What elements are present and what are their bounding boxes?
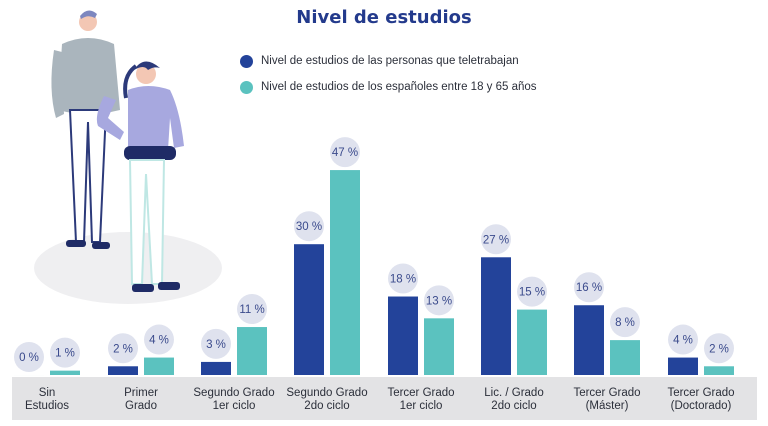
x-tick-label: (Máster) <box>586 400 629 412</box>
data-label: 16 % <box>576 282 602 294</box>
bar-teleworkers <box>481 257 511 375</box>
x-tick-label: Tercer Grado <box>573 387 640 399</box>
data-label: 8 % <box>615 317 635 329</box>
x-tick-label: Segundo Grado <box>286 387 367 399</box>
x-tick-label: Lic. / Grado <box>484 387 543 399</box>
x-tick-label: Segundo Grado <box>193 387 274 399</box>
x-tick-label: Grado <box>125 400 157 412</box>
data-label: 1 % <box>55 348 75 360</box>
bar-spaniards <box>50 370 80 375</box>
x-tick-label: Tercer Grado <box>387 387 454 399</box>
bar-teleworkers <box>294 244 324 375</box>
bar-teleworkers <box>574 305 604 375</box>
data-label-bubble <box>108 333 138 364</box>
data-label: 15 % <box>519 287 545 299</box>
data-label-bubble <box>330 137 360 168</box>
x-axis-band <box>12 377 757 420</box>
bar-spaniards <box>237 327 267 375</box>
man-figure <box>51 10 120 249</box>
legend-dot-icon <box>240 54 253 68</box>
data-label-bubble <box>574 272 604 303</box>
data-label: 11 % <box>239 304 264 316</box>
data-label: 4 % <box>673 335 693 347</box>
data-label-bubble <box>704 333 734 364</box>
bar-spaniards <box>517 309 547 375</box>
data-label: 3 % <box>206 339 226 351</box>
data-label-bubble <box>14 342 44 372</box>
legend-item-spaniards: Nivel de estudios de los españoles entre… <box>240 78 537 96</box>
woman-figure <box>96 61 184 292</box>
x-tick-label: 1er ciclo <box>213 400 256 412</box>
bar-teleworkers <box>201 361 231 375</box>
data-label-bubble <box>424 285 454 316</box>
x-tick-label: (Doctorado) <box>671 400 732 412</box>
x-tick-label: Primer <box>124 387 158 399</box>
bar-spaniards <box>424 318 454 375</box>
data-label: 27 % <box>483 234 509 246</box>
bar-spaniards <box>610 340 640 375</box>
data-label-bubble <box>517 276 547 307</box>
data-label: 0 % <box>19 352 39 364</box>
data-label-bubble <box>388 263 418 294</box>
data-label: 47 % <box>332 147 358 159</box>
data-label-bubble <box>610 307 640 338</box>
x-tick-label: Estudios <box>25 400 69 412</box>
bar-teleworkers <box>108 366 138 375</box>
data-label: 4 % <box>149 335 169 347</box>
x-tick-label: 2do ciclo <box>304 400 349 412</box>
data-label: 13 % <box>426 295 452 307</box>
bar-spaniards <box>330 170 360 375</box>
data-label-bubble <box>481 224 511 255</box>
legend-item-teleworkers: Nivel de estudios de las personas que te… <box>240 52 519 70</box>
chart-title: Nivel de estudios <box>296 7 472 28</box>
data-label-bubble <box>668 324 698 355</box>
data-label-bubble <box>237 294 267 325</box>
x-tick-label: Sin <box>39 387 56 399</box>
data-label-bubble <box>144 324 174 355</box>
bar-spaniards <box>144 357 174 375</box>
data-label-bubble <box>50 337 80 368</box>
x-tick-label: 1er ciclo <box>400 400 443 412</box>
bar-teleworkers <box>668 357 698 375</box>
data-label: 2 % <box>709 343 729 355</box>
data-label: 30 % <box>296 221 322 233</box>
data-label-bubble <box>294 211 324 242</box>
legend-label: Nivel de estudios de las personas que te… <box>261 55 519 67</box>
data-label: 18 % <box>390 274 416 286</box>
x-tick-label: 2do ciclo <box>491 400 536 412</box>
data-label: 2 % <box>113 343 133 355</box>
data-label-bubble <box>201 328 231 359</box>
legend-dot-icon <box>240 80 253 94</box>
x-tick-label: Tercer Grado <box>667 387 734 399</box>
legend-label: Nivel de estudios de los españoles entre… <box>261 81 537 93</box>
bar-spaniards <box>704 366 734 375</box>
bar-teleworkers <box>388 296 418 375</box>
